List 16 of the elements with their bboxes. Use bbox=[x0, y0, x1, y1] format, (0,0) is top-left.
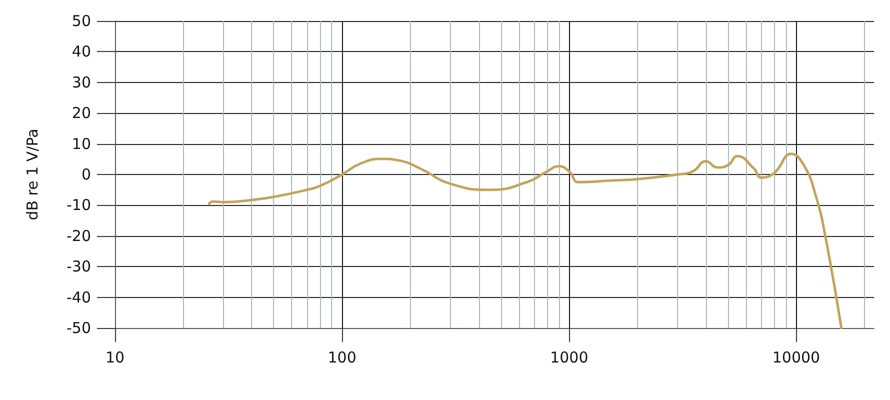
y-tick-label: 30 bbox=[72, 73, 91, 92]
y-tick-label: -50 bbox=[66, 319, 91, 337]
y-tick-label: -10 bbox=[66, 196, 91, 214]
x-tick-label: 10000 bbox=[772, 348, 820, 366]
x-tick-label: 10 bbox=[105, 348, 125, 366]
y-tick-label: 10 bbox=[72, 134, 91, 153]
y-tick-label: 20 bbox=[72, 104, 91, 122]
y-tick-label: -30 bbox=[66, 258, 91, 276]
y-axis-title: dB re 1 V/Pa bbox=[24, 128, 42, 220]
x-tick-label: 100 bbox=[328, 348, 356, 366]
y-tick-label: -20 bbox=[66, 226, 91, 245]
y-tick-label: -40 bbox=[66, 288, 91, 306]
y-tick-label: 0 bbox=[81, 166, 91, 184]
y-tick-label: 40 bbox=[72, 42, 91, 61]
y-tick-label: 50 bbox=[72, 12, 91, 30]
x-tick-label: 1000 bbox=[550, 348, 588, 366]
